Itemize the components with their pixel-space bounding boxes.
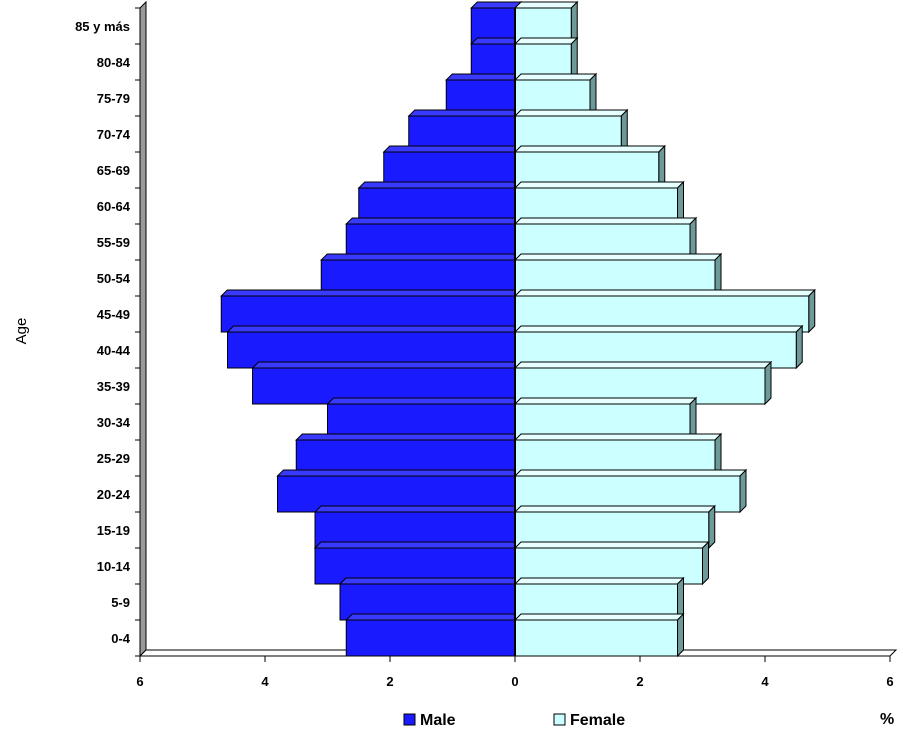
y-tick-label: 30-34 xyxy=(97,415,131,430)
legend-label-female: Female xyxy=(570,712,625,729)
bar-male-0 xyxy=(345,612,523,658)
y-tick-label: 5-9 xyxy=(111,595,130,610)
y-tick-label: 65-69 xyxy=(97,163,130,178)
x-tick-label: 2 xyxy=(386,674,393,689)
x-tick-label: 6 xyxy=(886,674,893,689)
y-tick-label: 75-79 xyxy=(97,91,130,106)
x-tick-label: 4 xyxy=(761,674,769,689)
bar-female-0 xyxy=(513,612,685,658)
y-tick-label: 25-29 xyxy=(97,451,130,466)
y-tick-label: 80-84 xyxy=(97,55,131,70)
x-tick-label: 6 xyxy=(136,674,143,689)
x-unit-label: % xyxy=(880,711,894,728)
y-tick-labels: 0-4 5-9 10-14 15-19 20-24 25-29 30-34 35-39 40-4… xyxy=(75,19,131,646)
y-axis-title: Age xyxy=(13,318,30,345)
y-tick-label: 85 y más xyxy=(75,19,130,34)
y-tick-label: 60-64 xyxy=(97,199,131,214)
y-tick-label: 50-54 xyxy=(97,271,131,286)
x-tick-labels: 6 4 2 0 2 4 6 xyxy=(136,674,893,689)
left-wall xyxy=(139,0,147,658)
y-tick-label: 70-74 xyxy=(97,127,131,142)
axes-group xyxy=(135,7,891,662)
x-tick-label: 4 xyxy=(261,674,269,689)
x-tick-label: 2 xyxy=(636,674,643,689)
y-tick-label: 35-39 xyxy=(97,379,130,394)
y-tick-label: 55-59 xyxy=(97,235,130,250)
y-tick-label: 10-14 xyxy=(97,559,131,574)
legend-swatch-female xyxy=(553,713,566,726)
legend-swatch-male xyxy=(403,713,416,726)
legend: Male Female xyxy=(403,712,625,729)
y-tick-label: 20-24 xyxy=(97,487,131,502)
x-tick-label: 0 xyxy=(511,674,518,689)
bars-group xyxy=(220,0,816,658)
y-tick-label: 0-4 xyxy=(111,631,131,646)
y-tick-label: 15-19 xyxy=(97,523,130,538)
y-tick-label: 45-49 xyxy=(97,307,130,322)
y-tick-label: 40-44 xyxy=(97,343,131,358)
legend-label-male: Male xyxy=(420,712,456,729)
